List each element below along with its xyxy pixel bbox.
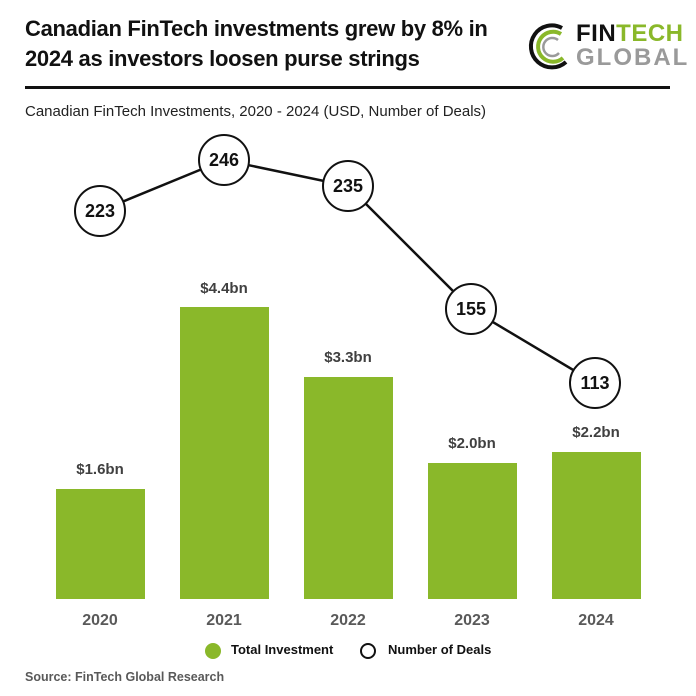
investment-legend-dot-icon bbox=[205, 643, 221, 659]
bar-2023 bbox=[428, 463, 517, 599]
deal-marker-2020: 223 bbox=[74, 185, 126, 237]
x-axis-label: 2021 bbox=[206, 612, 242, 629]
logo-ring-icon bbox=[528, 23, 568, 70]
fintech-global-logo: FINTECH GLOBAL bbox=[528, 18, 687, 78]
deals-legend-ring-icon bbox=[360, 643, 376, 659]
bar-value-label: $2.0bn bbox=[448, 435, 496, 452]
bar-value-label: $4.4bn bbox=[200, 280, 248, 297]
chart-subtitle: Canadian FinTech Investments, 2020 - 202… bbox=[25, 103, 487, 120]
title-line-2: 2024 as investors loosen purse strings bbox=[25, 46, 420, 71]
bar-2020 bbox=[56, 489, 145, 599]
deal-marker-2024: 113 bbox=[569, 357, 621, 409]
bar-2021 bbox=[180, 307, 269, 599]
logo-text-global: GLOBAL bbox=[576, 44, 690, 71]
deal-marker-2023: 155 bbox=[445, 283, 497, 335]
legend-label-deals: Number of Deals bbox=[388, 642, 492, 657]
source-note: Source: FinTech Global Research bbox=[25, 670, 225, 684]
bar-value-label: $1.6bn bbox=[76, 461, 124, 478]
legend-label-investment: Total Investment bbox=[231, 642, 334, 657]
deal-marker-2022: 235 bbox=[322, 160, 374, 212]
bar-2022 bbox=[304, 377, 393, 599]
bar-value-label: $3.3bn bbox=[324, 349, 372, 366]
chart-title: Canadian FinTech investments grew by 8% … bbox=[25, 14, 525, 74]
x-axis-label: 2022 bbox=[330, 612, 366, 629]
title-divider bbox=[25, 86, 670, 89]
x-axis-label: 2020 bbox=[82, 612, 118, 629]
logo-text-tech: TECH bbox=[616, 20, 684, 47]
bar-value-label: $2.2bn bbox=[572, 424, 620, 441]
logo-text-fin: FIN bbox=[576, 20, 617, 47]
x-axis-label: 2024 bbox=[578, 612, 614, 629]
x-axis-label: 2023 bbox=[454, 612, 490, 629]
bar-2024 bbox=[552, 452, 641, 599]
chart-legend: Total Investment Number of Deals bbox=[0, 641, 696, 661]
deal-marker-2021: 246 bbox=[198, 134, 250, 186]
title-line-1: Canadian FinTech investments grew by 8% … bbox=[25, 16, 488, 41]
